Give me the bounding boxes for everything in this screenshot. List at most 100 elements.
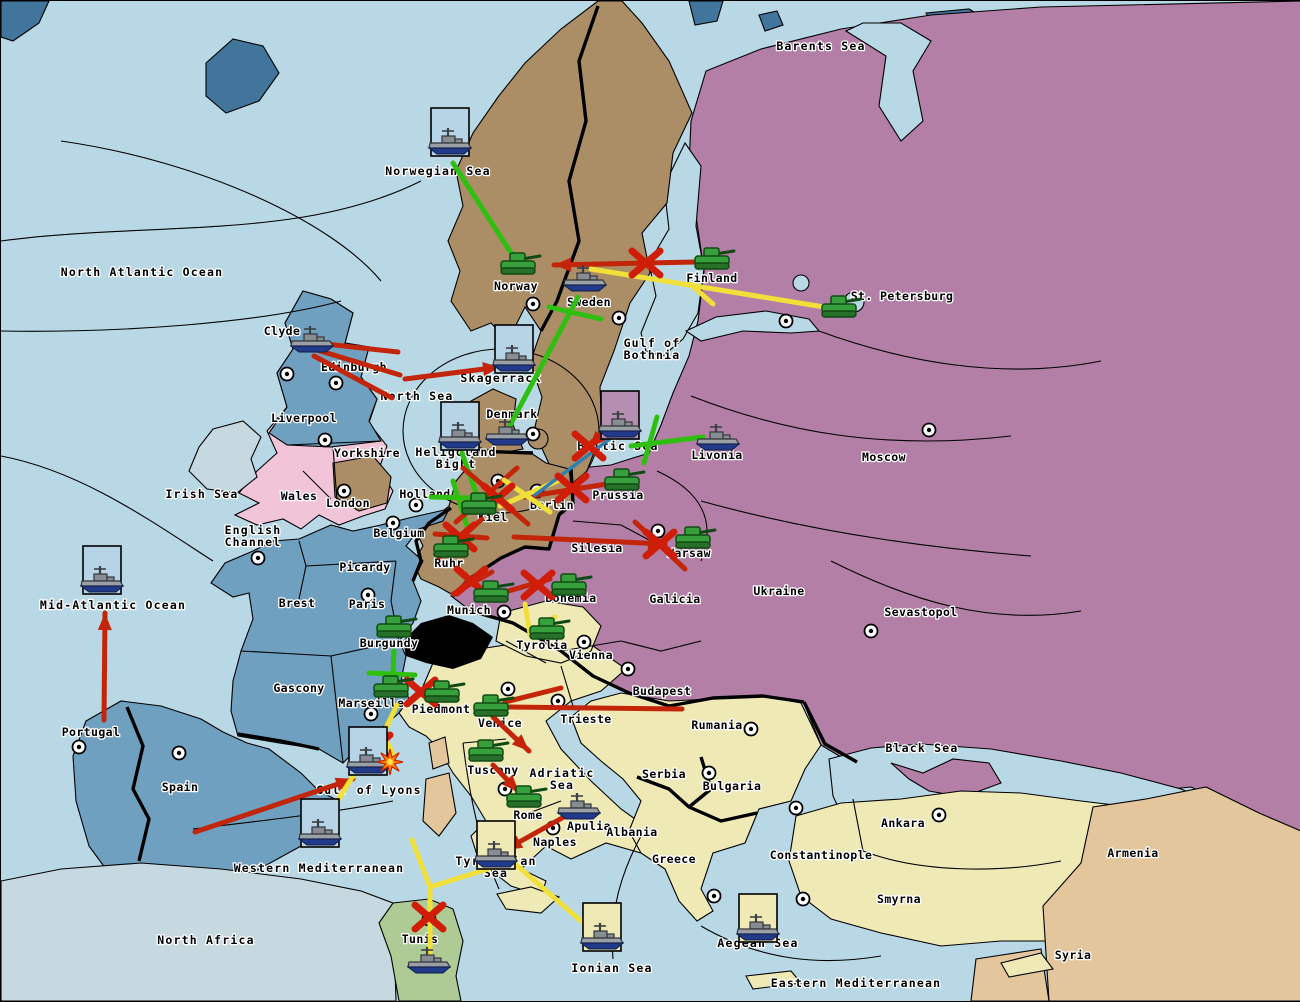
border-tyrolia-venice [505,640,547,664]
unit-army-warsaw[interactable] [675,526,717,549]
region-ireland [188,420,262,494]
region-island-n3 [758,10,784,32]
unit-army-prussia[interactable] [604,468,646,491]
border-greece-north [636,775,758,823]
supply-center-dot [706,888,722,904]
province-label-gascony: Gascony [273,681,324,695]
region-sicily [496,886,561,914]
supply-center-dot [71,739,87,755]
unit-army-kiel[interactable] [461,492,503,515]
unit-fleet-sweden[interactable] [562,265,608,292]
border-spain-portugal [125,706,151,862]
border-ukraine-sevastopol [830,560,1082,616]
supply-center-dot [743,721,759,737]
province-label-naples: Naples [533,835,577,849]
region-white-sea[interactable] [844,22,932,142]
order-line-move-success [546,304,604,322]
province-label-tyrolia: Tyrolia [516,638,567,652]
sea-border-mao-irish [1,455,214,562]
unit-fleet-baltic[interactable] [597,390,643,440]
province-label-budapest: Budapest [633,684,692,698]
sea-label-ionian-sea: Ionian Sea [571,961,652,975]
order-line-move-success [366,670,418,678]
unit-army-ruhr[interactable] [433,535,475,558]
order-line-support [510,859,599,937]
province-label-wales: Wales [281,489,318,503]
border-stp-moscow [818,330,1102,370]
unit-army-finland[interactable] [694,247,736,270]
province-label-greece: Greece [652,852,696,866]
province-label-london: London [326,496,370,510]
unit-army-bohemia[interactable] [551,573,593,596]
border-rome-naples [520,800,562,817]
supply-center-dot [778,313,794,329]
province-label-livonia: Livonia [691,448,742,462]
supply-center-dot [525,296,541,312]
unit-fleet-aegean[interactable] [735,893,781,943]
region-armenia-syria[interactable] [1042,786,1300,1001]
unit-army-marseilles[interactable] [373,675,415,698]
sea-label-english-channel: English Channel [225,523,282,549]
border-england-scotland [286,440,382,446]
unit-army-venice[interactable] [473,694,515,717]
province-label-tuscany: Tuscany [467,763,518,777]
province-label-belgium: Belgium [373,526,424,540]
supply-center-dot [317,432,333,448]
province-label-vienna: Vienna [569,648,613,662]
supply-center-dot [328,375,344,391]
region-france[interactable] [210,508,451,764]
unit-fleet-skagerrack[interactable] [491,324,537,374]
border-gascony-marseilles [330,655,344,764]
unit-army-rome[interactable] [506,785,548,808]
sea-border-nao-nwg [1,180,422,242]
border-liverpool-yorkshire [332,446,338,502]
sea-label-black-sea: Black Sea [885,741,958,755]
supply-center-dot [496,604,512,620]
unit-army-piedmont[interactable] [424,680,466,703]
supply-center-dot [171,745,187,761]
border-picardy-paris [305,560,397,567]
region-crete [745,970,803,990]
supply-center-dot [408,497,424,513]
province-label-st-petersburg: St. Petersburg [851,289,954,303]
region-north-africa[interactable] [1,862,397,1001]
region-island-nw [1,1,50,42]
border-france-germany [411,506,452,582]
supply-center-dot [336,483,352,499]
region-scandinavia[interactable] [447,1,693,492]
unit-fleet-norwegian-sea[interactable] [427,107,473,157]
region-switzerland [403,615,493,669]
sea-label-north-africa: North Africa [157,933,254,947]
unit-fleet-ionian[interactable] [579,902,625,952]
region-balkans[interactable] [570,692,822,922]
unit-army-munich[interactable] [473,580,515,603]
unit-army-tyrolia[interactable] [529,617,571,640]
unit-fleet-clyde[interactable] [289,326,335,353]
supply-center-dot [863,623,879,639]
region-island-n1 [688,1,724,26]
unit-fleet-tunis[interactable] [406,947,452,974]
failed-order-x-icon [628,247,664,279]
unit-fleet-tyrrhenian[interactable] [473,820,519,870]
supply-center-dot [788,800,804,816]
province-label-berlin: Berlin [530,498,574,512]
order-line-move-fail [314,347,403,378]
order-line-move-success [503,294,581,436]
unit-army-burgundy[interactable] [376,615,418,638]
unit-fleet-denmark[interactable] [484,419,530,446]
province-label-portugal: Portugal [62,725,121,739]
unit-fleet-livonia[interactable] [695,424,741,451]
unit-fleet-heligoland-bight[interactable] [437,401,483,451]
province-label-burgundy: Burgundy [360,636,419,650]
unit-army-tuscany[interactable] [468,739,510,762]
unit-fleet-western-med[interactable] [297,798,343,848]
sea-label-skagerrack: Skagerrack [460,371,541,385]
unit-fleet-mid-atlantic[interactable] [79,545,125,595]
unit-fleet-naples[interactable] [556,793,602,820]
unit-army-st-petersburg[interactable] [821,295,863,318]
supply-center-dot [576,634,592,650]
unit-fleet-gulf-of-lyons[interactable] [345,726,391,776]
border-pyrenees [237,732,320,751]
order-line-move-success [450,160,518,262]
unit-army-norway[interactable] [500,252,542,275]
